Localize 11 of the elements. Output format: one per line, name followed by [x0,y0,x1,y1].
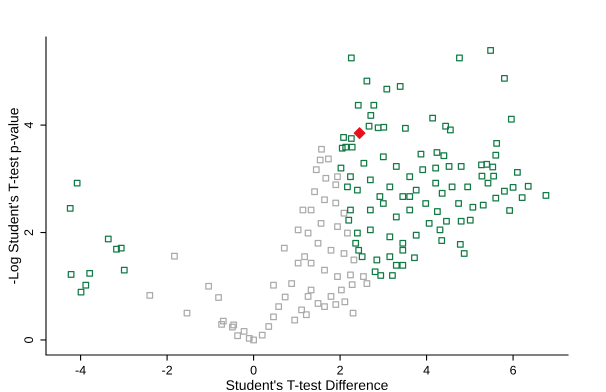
y-tick-label: 0 [24,336,34,343]
y-tick-label: 2 [24,230,33,236]
x-tick-label: 0 [250,366,257,375]
x-tick-label: -2 [162,366,172,374]
x-tick-label: -4 [76,366,86,374]
y-tick-label: 4 [24,122,33,128]
x-axis-title: Student's T-test Difference [226,380,388,390]
x-tick-label: 4 [423,366,430,374]
y-axis-title: -Log Student's T-test p-value [8,108,22,284]
x-tick-label: 6 [510,366,516,375]
x-tick-label: 2 [337,366,343,374]
